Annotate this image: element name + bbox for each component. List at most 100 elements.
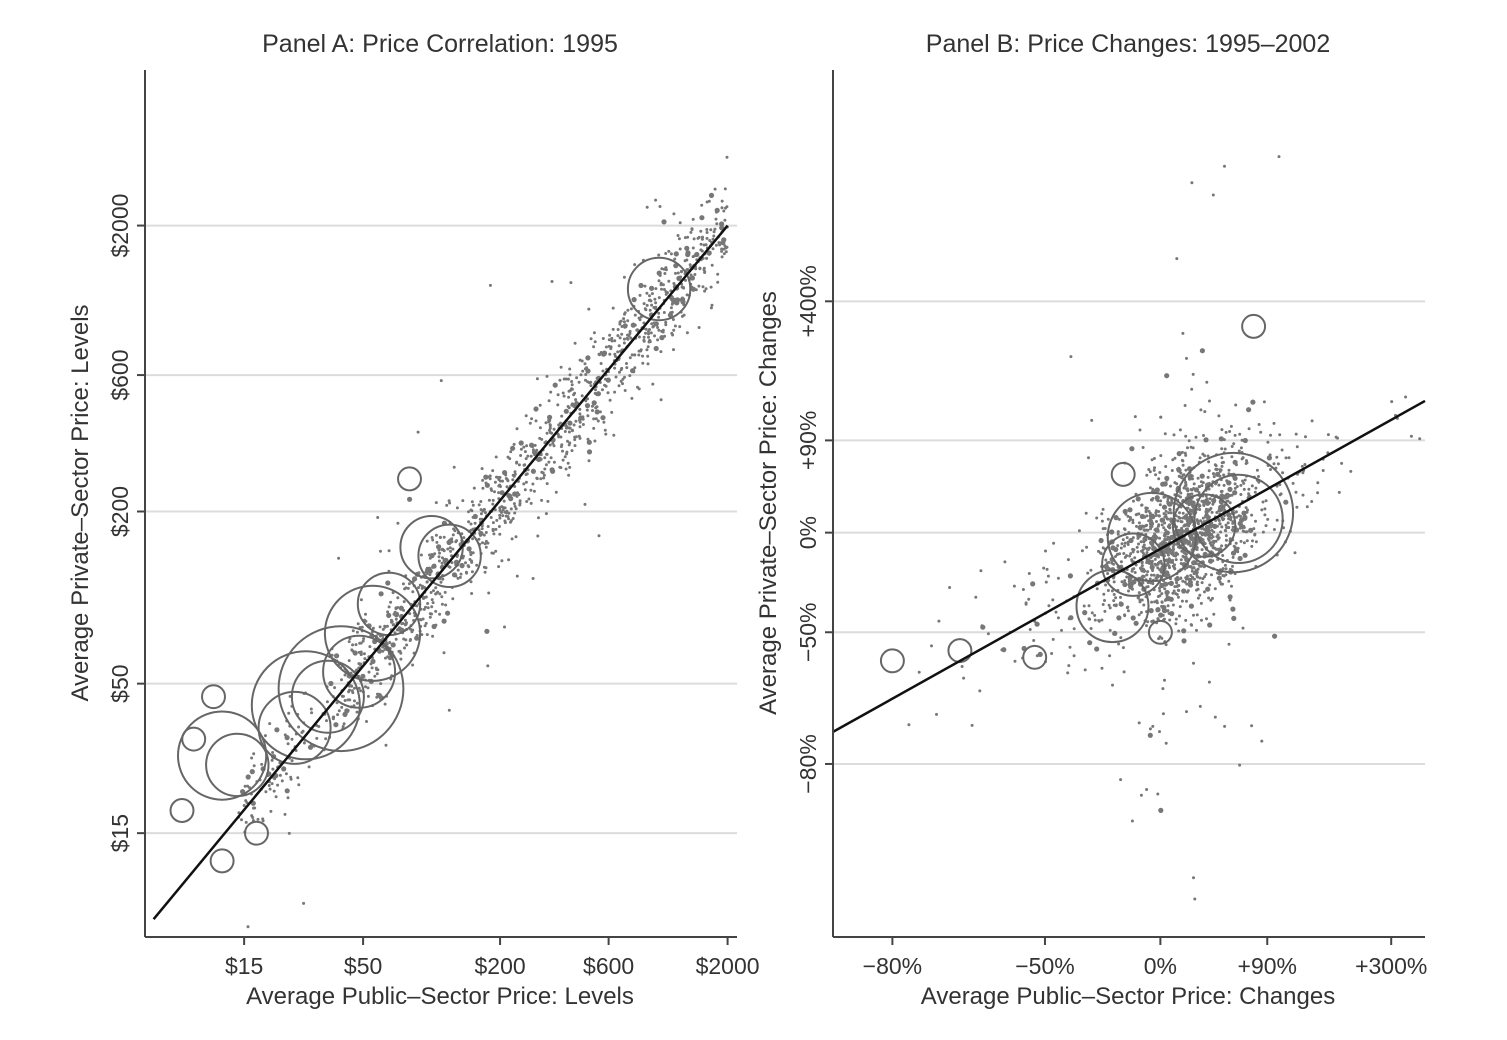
data-point xyxy=(1131,521,1135,525)
data-point xyxy=(276,783,280,787)
data-point xyxy=(388,641,392,644)
data-point xyxy=(1232,491,1236,495)
data-point xyxy=(376,516,380,519)
data-point xyxy=(1210,528,1214,532)
data-point xyxy=(1136,550,1140,554)
data-point xyxy=(719,225,725,231)
data-point xyxy=(1253,532,1257,536)
data-point xyxy=(1196,596,1200,600)
data-point xyxy=(715,222,719,226)
data-point xyxy=(1191,538,1195,541)
data-point xyxy=(547,399,551,403)
data-point xyxy=(650,303,654,307)
data-point xyxy=(1108,606,1112,610)
data-point xyxy=(1154,527,1160,533)
data-point xyxy=(669,306,673,310)
data-point xyxy=(1158,730,1161,734)
bubble-point xyxy=(1241,313,1267,339)
data-point xyxy=(720,247,724,251)
data-point xyxy=(697,235,701,239)
data-point xyxy=(445,503,449,507)
data-point xyxy=(491,502,495,506)
data-point xyxy=(1208,399,1211,403)
data-point xyxy=(723,218,727,222)
data-point xyxy=(723,187,727,191)
data-point xyxy=(1169,517,1173,521)
data-point xyxy=(1162,518,1166,522)
data-point xyxy=(510,537,514,541)
data-point xyxy=(405,643,409,647)
data-point xyxy=(386,655,390,659)
data-point xyxy=(1102,592,1106,596)
data-point xyxy=(1216,575,1222,581)
data-point xyxy=(478,530,484,537)
data-point xyxy=(1234,403,1238,407)
data-point xyxy=(657,311,661,315)
data-point xyxy=(650,292,654,296)
data-point xyxy=(1224,523,1228,527)
data-point xyxy=(1035,654,1039,658)
bubble-point xyxy=(257,690,332,765)
data-point xyxy=(438,612,442,616)
data-point xyxy=(937,619,941,623)
data-point xyxy=(1222,483,1226,487)
data-point xyxy=(417,586,420,590)
data-point xyxy=(1162,526,1166,530)
data-point xyxy=(1239,493,1243,496)
data-point xyxy=(567,420,573,426)
data-point xyxy=(1149,556,1153,560)
data-point xyxy=(351,643,355,647)
data-point xyxy=(1172,566,1176,570)
data-point xyxy=(567,443,571,447)
data-point xyxy=(302,901,306,905)
data-point xyxy=(1117,642,1121,646)
data-point xyxy=(618,336,622,340)
data-point xyxy=(1228,567,1232,571)
data-point xyxy=(645,205,649,209)
data-point xyxy=(1192,487,1196,490)
data-point xyxy=(612,433,616,437)
data-point xyxy=(302,741,306,745)
data-point xyxy=(351,691,355,695)
data-point xyxy=(645,348,649,352)
data-point xyxy=(340,678,343,682)
data-point xyxy=(1181,511,1185,515)
data-point xyxy=(570,380,574,383)
data-point xyxy=(431,634,435,638)
data-point xyxy=(527,497,531,501)
data-point xyxy=(1277,155,1281,159)
data-point xyxy=(1123,541,1127,545)
data-point xyxy=(1154,495,1160,501)
data-point xyxy=(614,375,618,379)
data-point xyxy=(1156,575,1160,579)
data-point xyxy=(428,566,431,570)
data-point xyxy=(1272,421,1276,425)
bubble-point xyxy=(1075,569,1150,644)
data-point xyxy=(1205,380,1209,384)
data-point xyxy=(574,398,578,402)
data-point xyxy=(1158,503,1162,507)
data-point xyxy=(1250,544,1254,548)
data-point xyxy=(1241,456,1245,460)
data-point xyxy=(1173,481,1177,485)
data-point xyxy=(1003,560,1007,564)
data-point xyxy=(1164,465,1168,468)
data-point xyxy=(1207,622,1213,628)
data-point xyxy=(672,282,676,285)
data-point xyxy=(1183,404,1187,407)
data-point xyxy=(419,553,423,557)
data-point xyxy=(398,626,402,630)
data-point xyxy=(662,311,666,314)
data-point xyxy=(1148,727,1152,731)
data-point xyxy=(595,376,599,380)
data-point xyxy=(499,485,502,488)
data-point xyxy=(601,388,604,392)
data-point xyxy=(1115,552,1119,556)
data-point xyxy=(566,461,570,465)
data-point xyxy=(1082,604,1086,608)
data-point xyxy=(592,331,596,335)
data-point xyxy=(649,285,655,291)
data-point xyxy=(562,394,566,398)
data-point xyxy=(962,676,966,680)
data-point xyxy=(437,559,441,563)
